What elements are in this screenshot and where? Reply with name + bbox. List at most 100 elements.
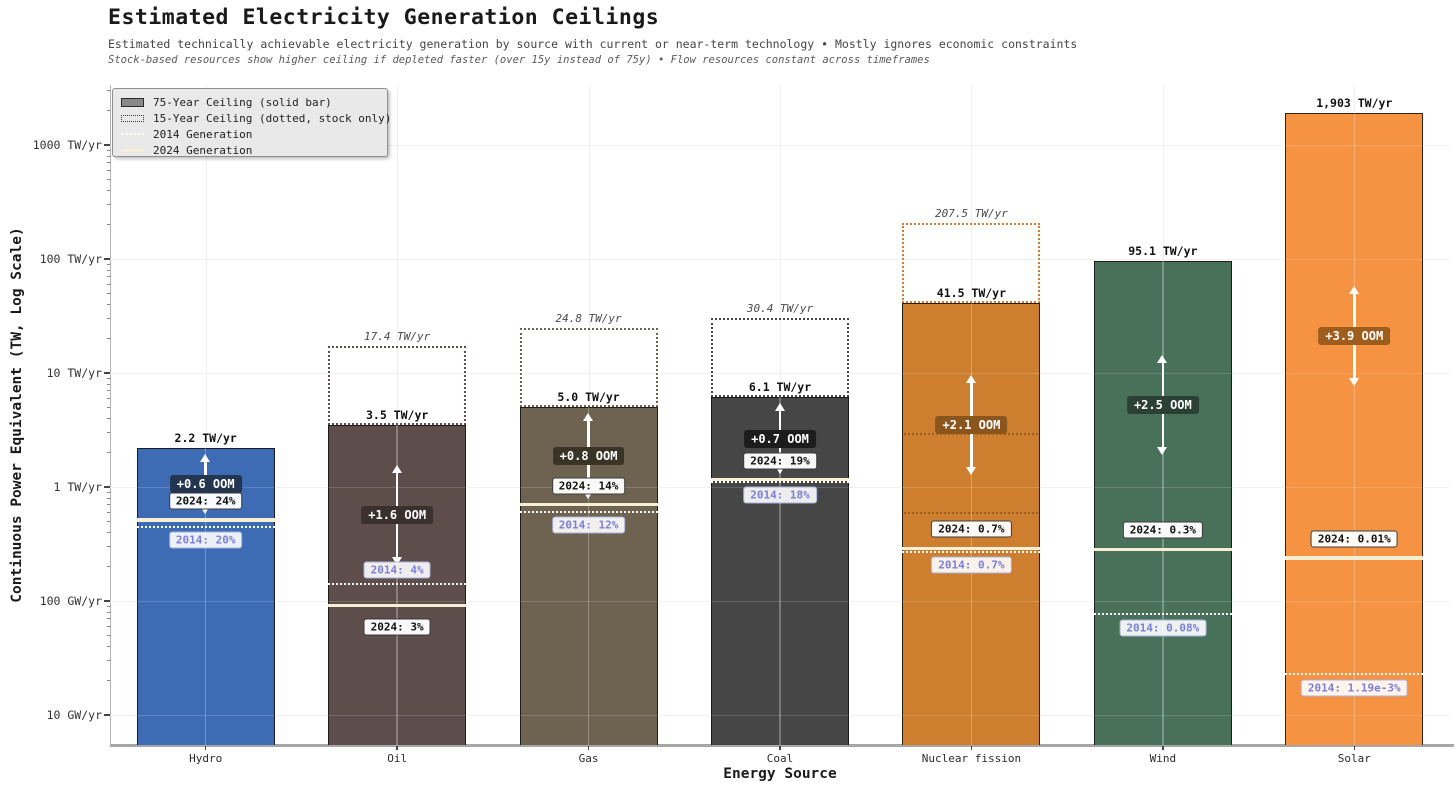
generation-2024-line — [519, 503, 658, 507]
y-tick-minor-mark — [106, 162, 110, 164]
gridline-horizontal-overlay — [110, 373, 1450, 374]
ceiling-75y-value-label: 95.1 TW/yr — [1128, 244, 1198, 259]
gridline-vertical — [397, 85, 399, 745]
legend-box: 75-Year Ceiling (solid bar) 15-Year Ceil… — [112, 88, 391, 158]
y-tick-minor-mark — [106, 318, 110, 320]
y-tick-label: 100 TW/yr — [39, 252, 102, 266]
headroom-oom-label: +2.5 OOM — [1126, 396, 1199, 415]
y-tick-minor-mark — [106, 303, 110, 305]
ceiling-75y-value-label: 5.0 TW/yr — [557, 390, 620, 405]
y-tick-label: 100 GW/yr — [39, 594, 102, 608]
generation-2014-pct-label: 2014: 4% — [363, 561, 431, 579]
headroom-oom-label: +3.9 OOM — [1318, 326, 1391, 345]
y-tick-minor-mark — [106, 383, 110, 385]
y-axis-title: Continuous Power Equivalent (TW, Log Sca… — [9, 227, 25, 603]
y-tick-minor-mark — [106, 432, 110, 434]
headroom-oom-label: +1.6 OOM — [361, 506, 434, 525]
gridline-horizontal-overlay — [110, 601, 1450, 602]
headroom-oom-label: +0.6 OOM — [169, 474, 242, 493]
arrow-down-icon — [965, 467, 976, 476]
y-tick-mark — [104, 144, 110, 146]
inner-dotted-line — [904, 512, 1039, 515]
arrow-down-icon — [774, 465, 785, 474]
y-tick-minor-mark — [106, 680, 110, 682]
legend-swatch-2024-line-icon — [121, 148, 144, 152]
legend-item-2014-generation: 2014 Generation — [121, 126, 252, 142]
plot-area: 2.2 TW/yr +0.6 OOM 2024: 24% 2014: 20% 17.4 … — [110, 85, 1450, 745]
y-tick-minor-mark — [106, 169, 110, 171]
y-tick-minor-mark — [106, 224, 110, 226]
bar-center-gridline — [779, 397, 781, 745]
y-tick-minor-mark — [106, 90, 110, 92]
y-tick-minor-mark — [106, 452, 110, 454]
y-tick-minor-mark — [106, 338, 110, 340]
y-tick-minor-mark — [106, 204, 110, 206]
ceiling-75y-value-label: 2.2 TW/yr — [174, 430, 237, 445]
generation-2024-pct-label: 2024: 0.7% — [931, 520, 1012, 538]
generation-2014-line — [519, 510, 658, 513]
generation-2014-pct-label: 2014: 20% — [168, 531, 243, 549]
y-tick-label: 1 TW/yr — [53, 480, 102, 494]
y-tick-minor-mark — [106, 390, 110, 392]
y-tick-minor-mark — [106, 660, 110, 662]
x-tick-mark — [779, 746, 781, 750]
generation-2014-pct-label: 2014: 0.08% — [1119, 619, 1207, 637]
y-tick-minor-mark — [106, 397, 110, 399]
generation-2024-line — [1285, 556, 1424, 560]
gridline-horizontal-overlay — [110, 715, 1450, 716]
arrow-down-icon — [1348, 377, 1359, 386]
y-tick-label: 10 TW/yr — [46, 366, 102, 380]
y-tick-minor-mark — [106, 149, 110, 151]
headroom-oom-label: +0.7 OOM — [744, 429, 816, 448]
x-tick-mark — [587, 746, 590, 750]
generation-2014-line — [1093, 613, 1232, 616]
x-tick-mark — [204, 746, 207, 750]
ceiling-75y-value-label: 1,903 TW/yr — [1316, 96, 1393, 111]
y-tick-minor-mark — [106, 497, 110, 499]
y-tick-minor-mark — [106, 491, 110, 493]
ceiling-15y-value-label: 30.4 TW/yr — [746, 301, 814, 315]
legend-label: 2014 Generation — [153, 127, 253, 141]
generation-2024-pct-label: 2024: 14% — [551, 477, 626, 495]
x-tick-mark — [396, 746, 398, 750]
generation-2024-pct-label: 2024: 24% — [168, 492, 243, 510]
legend-label: 75-Year Ceiling (solid bar) — [153, 95, 332, 109]
generation-2014-line — [136, 525, 275, 528]
x-tick-label: Hydro — [189, 752, 223, 765]
arrow-up-icon — [1348, 285, 1359, 294]
headroom-oom-label: +2.1 OOM — [935, 416, 1008, 435]
generation-2014-pct-label: 2014: 12% — [551, 516, 626, 534]
generation-2014-pct-label: 2014: 1.19e-3% — [1300, 679, 1408, 697]
generation-2024-line — [1093, 547, 1232, 551]
y-tick-mark — [104, 600, 110, 602]
generation-2014-pct-label: 2014: 18% — [743, 486, 817, 504]
chart-subtitle: Estimated technically achievable electri… — [108, 37, 1078, 51]
arrow-down-icon — [583, 490, 594, 499]
y-tick-minor-mark — [106, 618, 110, 620]
x-axis-spine — [110, 744, 1454, 747]
y-tick-minor-mark — [106, 520, 110, 522]
y-tick-minor-mark — [106, 406, 110, 408]
legend-item-75y-ceiling: 75-Year Ceiling (solid bar) — [121, 94, 332, 110]
gridline-vertical — [205, 85, 207, 745]
y-tick-minor-mark — [106, 417, 110, 419]
legend-swatch-dotted-box-icon — [121, 114, 144, 122]
y-tick-minor-mark — [106, 269, 110, 271]
y-tick-minor-mark — [106, 155, 110, 157]
arrow-up-icon — [583, 413, 594, 422]
y-tick-label: 10 GW/yr — [46, 708, 102, 722]
arrow-down-icon — [1157, 447, 1168, 456]
arrow-down-icon — [200, 505, 211, 514]
y-axis-spine — [110, 85, 111, 745]
headroom-oom-label: +0.8 OOM — [552, 446, 625, 465]
legend-item-2024-generation: 2024 Generation — [121, 142, 252, 158]
y-tick-minor-mark — [106, 511, 110, 513]
y-tick-minor-mark — [106, 263, 110, 265]
y-tick-mark — [104, 258, 110, 260]
y-tick-minor-mark — [106, 292, 110, 294]
legend-item-15y-ceiling: 15-Year Ceiling (dotted, stock only) — [121, 110, 391, 126]
generation-2014-line — [1285, 673, 1424, 676]
legend-swatch-solid-bar-icon — [121, 97, 144, 107]
generation-2024-pct-label: 2024: 19% — [743, 452, 817, 470]
legend-label: 15-Year Ceiling (dotted, stock only) — [153, 111, 392, 125]
